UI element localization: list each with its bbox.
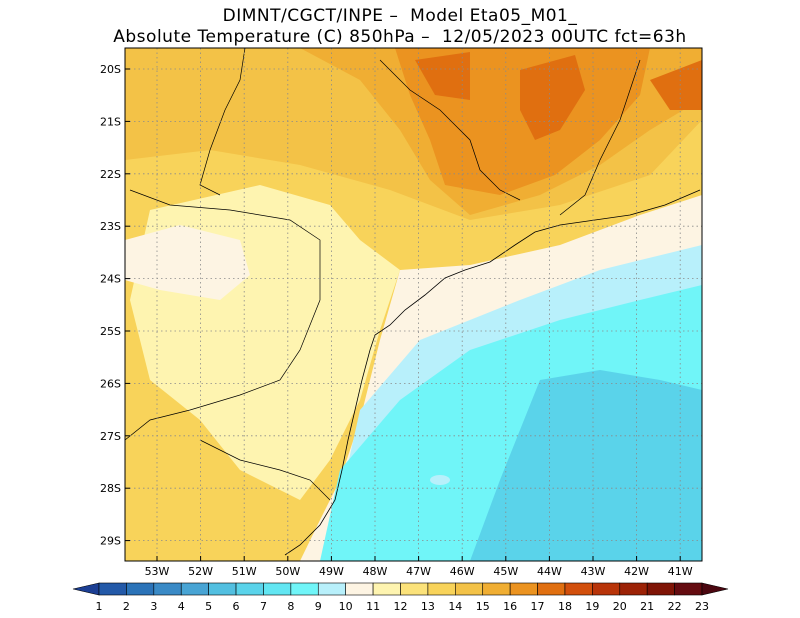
chart-title: DIMNT/CGCT/INPE – Model Eta05_M01_ <box>222 6 578 26</box>
colorbar-label: 13 <box>421 600 435 613</box>
colorbar-swatch <box>537 582 566 596</box>
colorbar-swatch <box>235 582 264 596</box>
lon-tick-label: 46W <box>450 565 475 578</box>
colorbar-label: 3 <box>150 600 157 613</box>
lon-tick-label: 49W <box>319 565 344 578</box>
colorbar-label: 5 <box>205 600 212 613</box>
lat-tick-label: 20S <box>100 63 121 76</box>
lon-tick-label: 51W <box>232 565 257 578</box>
state-border-west <box>125 189 321 441</box>
lon-tick-label: 50W <box>275 565 300 578</box>
colorbar-label: 9 <box>315 600 322 613</box>
colorbar-label: 15 <box>476 600 490 613</box>
colorbar-label: 21 <box>640 600 654 613</box>
state-border-north <box>199 48 246 196</box>
lat-tick-label: 26S <box>100 377 121 390</box>
colorbar-label: 10 <box>339 600 353 613</box>
colorbar-swatch <box>290 582 319 596</box>
colorbar-swatch <box>98 582 127 596</box>
colorbar-label: 8 <box>287 600 294 613</box>
lat-tick-label: 23S <box>100 220 121 233</box>
colorbar-swatch <box>180 582 209 596</box>
lon-tick-label: 52W <box>188 565 213 578</box>
colorbar-label: 1 <box>96 600 103 613</box>
colorbar-arrow-left <box>72 582 100 596</box>
lat-tick-label: 21S <box>100 115 121 128</box>
lon-tick-label: 48W <box>363 565 388 578</box>
field-band-9 <box>470 370 702 561</box>
colorbar-label: 7 <box>260 600 267 613</box>
colorbar-swatch <box>674 582 703 596</box>
colorbar-swatch <box>455 582 484 596</box>
field-band-18-c <box>650 60 702 110</box>
colorbar-label: 19 <box>585 600 599 613</box>
lat-tick-label: 28S <box>100 482 121 495</box>
colorbar-swatch <box>482 582 511 596</box>
longitude-labels: 53W 52W 51W 50W 49W 48W 47W 46W 45W 44W 43W 42W 41W <box>145 556 693 578</box>
field-band-18-a <box>415 52 470 100</box>
colorbar-swatch <box>153 582 182 596</box>
field-band-18-b <box>520 55 585 140</box>
colorbar-swatch <box>372 582 401 596</box>
colorbar-swatch <box>345 582 374 596</box>
field-band-12-west <box>125 225 250 300</box>
state-border-east <box>559 59 641 216</box>
lat-tick-label: 22S <box>100 168 121 181</box>
lat-tick-label: 27S <box>100 430 121 443</box>
colorbar-label: 12 <box>394 600 408 613</box>
lat-tick-label: 29S <box>100 535 121 548</box>
lat-tick-label: 25S <box>100 325 121 338</box>
river-tiete <box>379 59 521 201</box>
colorbar-label: 6 <box>233 600 240 613</box>
colorbar-label: 2 <box>123 600 130 613</box>
colorbar-swatch <box>564 582 593 596</box>
colorbar-swatch <box>126 582 155 596</box>
chart-subtitle: Absolute Temperature (C) 850hPa – 12/05/… <box>113 27 687 47</box>
colorbar-label: 23 <box>695 600 709 613</box>
colorbar-label: 11 <box>366 600 380 613</box>
colorbar-label: 4 <box>178 600 185 613</box>
colorbar-arrow-right <box>701 582 729 596</box>
coastline <box>284 189 701 556</box>
field-spot <box>430 475 450 485</box>
temperature-field <box>125 48 702 561</box>
colorbar-swatch <box>208 582 237 596</box>
colorbar-label: 18 <box>558 600 572 613</box>
lon-tick-label: 42W <box>624 565 649 578</box>
colorbar-label: 17 <box>531 600 545 613</box>
colorbar-label: 22 <box>668 600 682 613</box>
state-border-south <box>199 439 331 501</box>
lon-tick-label: 43W <box>581 565 606 578</box>
colorbar-swatch <box>400 582 429 596</box>
lat-tick-label: 24S <box>100 273 121 286</box>
colorbar-swatch <box>592 582 621 596</box>
colorbar-label: 16 <box>503 600 517 613</box>
colorbar-swatch <box>317 582 346 596</box>
plot-frame <box>124 47 703 562</box>
colorbar-swatch <box>646 582 675 596</box>
colorbar-swatch <box>509 582 538 596</box>
lon-tick-label: 44W <box>537 565 562 578</box>
colorbar: 1 2 3 4 5 6 7 8 9 10 11 12 13 14 15 16 17 18 19 20 21 22 23 <box>72 582 729 613</box>
colorbar-label: 20 <box>613 600 627 613</box>
lon-tick-label: 53W <box>145 565 170 578</box>
colorbar-swatch <box>427 582 456 596</box>
lon-tick-label: 45W <box>493 565 518 578</box>
latitude-labels: 20S 21S 22S 23S 24S 25S 26S 27S 28S 29S <box>100 63 130 548</box>
gridlines <box>125 48 702 561</box>
lon-tick-label: 47W <box>406 565 431 578</box>
colorbar-swatch <box>263 582 292 596</box>
colorbar-label: 14 <box>448 600 462 613</box>
lon-tick-label: 41W <box>668 565 693 578</box>
colorbar-swatch <box>619 582 648 596</box>
